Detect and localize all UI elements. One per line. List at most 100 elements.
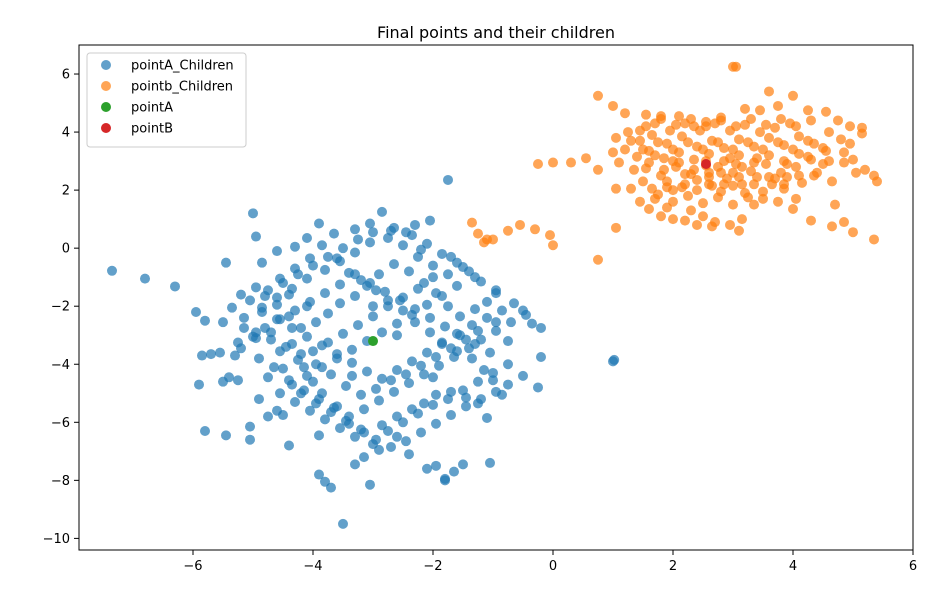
data-point bbox=[350, 431, 360, 442]
data-point bbox=[350, 459, 360, 470]
data-point bbox=[293, 269, 303, 280]
data-point bbox=[251, 282, 261, 293]
data-point bbox=[428, 399, 438, 410]
data-point bbox=[302, 301, 312, 312]
data-point bbox=[245, 421, 255, 432]
data-point bbox=[239, 312, 249, 323]
data-point bbox=[404, 378, 414, 389]
data-point bbox=[764, 132, 774, 143]
data-point bbox=[371, 434, 381, 445]
data-point bbox=[431, 352, 441, 362]
data-point bbox=[269, 362, 279, 373]
data-point bbox=[362, 366, 372, 377]
data-point bbox=[191, 307, 201, 318]
data-point bbox=[284, 375, 294, 386]
data-point bbox=[383, 233, 393, 243]
data-point bbox=[623, 127, 633, 138]
data-point bbox=[215, 347, 225, 358]
data-point bbox=[794, 131, 804, 142]
data-point bbox=[653, 137, 663, 148]
data-point bbox=[227, 302, 237, 313]
data-point bbox=[626, 183, 636, 194]
data-point bbox=[611, 222, 621, 233]
data-point bbox=[428, 372, 438, 383]
data-point bbox=[260, 322, 270, 333]
data-point bbox=[728, 167, 738, 178]
data-point bbox=[194, 379, 204, 390]
data-point bbox=[818, 143, 828, 154]
data-point bbox=[245, 295, 255, 306]
data-point bbox=[320, 288, 330, 299]
data-point bbox=[872, 176, 882, 187]
data-point bbox=[764, 86, 774, 97]
data-point bbox=[422, 463, 432, 474]
data-point bbox=[371, 383, 381, 394]
data-point bbox=[347, 357, 357, 368]
data-point bbox=[728, 144, 738, 155]
data-point bbox=[419, 398, 429, 409]
data-point bbox=[305, 405, 315, 416]
data-point bbox=[314, 218, 324, 229]
data-point bbox=[170, 281, 180, 292]
data-point bbox=[377, 373, 387, 384]
data-point bbox=[779, 179, 789, 190]
data-point bbox=[350, 247, 360, 258]
data-point bbox=[467, 320, 477, 331]
data-point bbox=[806, 115, 816, 126]
data-point bbox=[308, 346, 318, 357]
data-point bbox=[761, 119, 771, 130]
data-point bbox=[728, 199, 738, 210]
data-point bbox=[422, 299, 432, 310]
plot-area bbox=[78, 44, 914, 551]
data-point bbox=[431, 389, 441, 400]
data-point bbox=[470, 304, 480, 315]
y-tick-label: −6 bbox=[51, 416, 70, 431]
legend-label: pointA bbox=[131, 101, 173, 116]
data-point bbox=[236, 289, 246, 300]
data-point bbox=[860, 164, 870, 175]
data-point bbox=[647, 129, 657, 140]
legend-entry: pointA_Children bbox=[101, 59, 234, 74]
data-point bbox=[302, 233, 312, 243]
data-point bbox=[200, 426, 210, 437]
data-point bbox=[749, 199, 759, 210]
data-point bbox=[350, 224, 360, 235]
data-point bbox=[419, 369, 429, 380]
data-point bbox=[404, 449, 414, 460]
data-point bbox=[281, 341, 291, 352]
data-point bbox=[491, 386, 501, 397]
data-point bbox=[197, 350, 207, 361]
data-point bbox=[296, 322, 306, 333]
data-point bbox=[473, 228, 483, 239]
data-point bbox=[668, 156, 678, 167]
data-point bbox=[734, 225, 744, 236]
data-point bbox=[386, 375, 396, 386]
data-point bbox=[293, 354, 303, 365]
data-point bbox=[332, 349, 342, 360]
data-point bbox=[398, 292, 408, 303]
data-point bbox=[794, 170, 804, 181]
legend-box bbox=[86, 52, 247, 148]
data-point bbox=[869, 234, 879, 245]
data-point bbox=[770, 122, 780, 133]
data-point bbox=[254, 394, 264, 405]
data-point bbox=[668, 214, 678, 225]
data-point bbox=[368, 336, 378, 347]
data-point bbox=[443, 269, 453, 280]
data-point bbox=[347, 370, 357, 381]
data-point bbox=[638, 144, 648, 155]
data-point bbox=[398, 417, 408, 428]
legend-label: pointb_Children bbox=[131, 80, 233, 95]
data-point bbox=[323, 251, 333, 262]
data-point bbox=[284, 289, 294, 300]
data-point bbox=[755, 127, 765, 138]
data-point bbox=[284, 440, 294, 451]
data-point bbox=[530, 224, 540, 235]
data-point bbox=[752, 153, 762, 164]
data-point bbox=[533, 158, 543, 169]
data-point bbox=[425, 327, 435, 338]
data-point bbox=[644, 157, 654, 168]
data-point bbox=[452, 328, 462, 339]
data-point bbox=[701, 121, 711, 132]
